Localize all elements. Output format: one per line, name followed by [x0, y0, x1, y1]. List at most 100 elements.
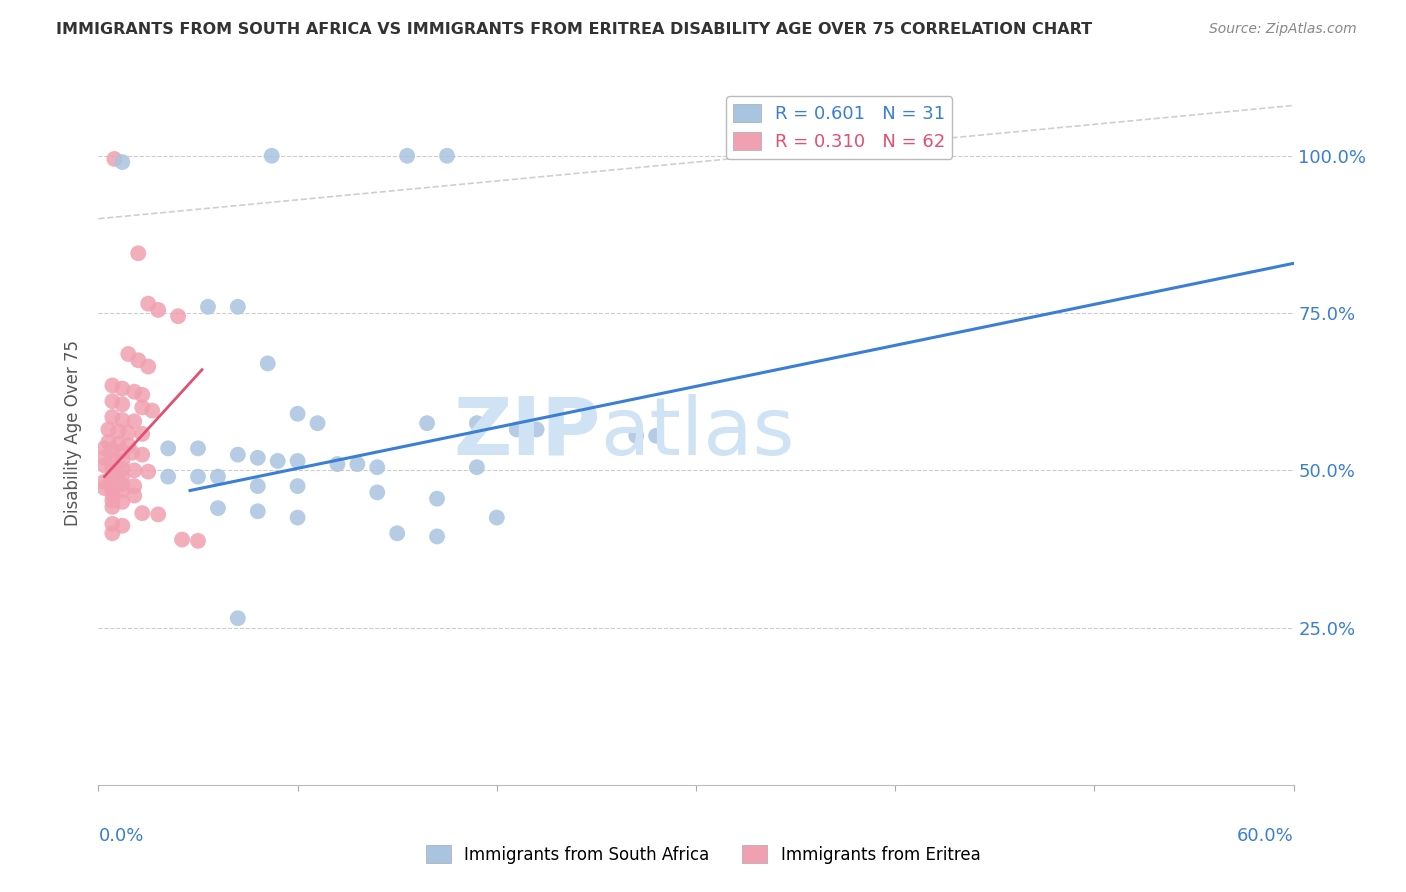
Point [136, 359, 159, 374]
Point [93, 475, 115, 489]
Point [226, 448, 249, 462]
Point [93, 450, 115, 465]
Point [93, 481, 115, 495]
Point [124, 489, 146, 503]
Point [256, 356, 278, 370]
Point [107, 437, 129, 451]
Point [101, 493, 124, 508]
Point [93, 442, 115, 456]
Point [645, 429, 668, 443]
Point [117, 425, 139, 440]
Text: IMMIGRANTS FROM SOUTH AFRICA VS IMMIGRANTS FROM ERITREA DISABILITY AGE OVER 75 C: IMMIGRANTS FROM SOUTH AFRICA VS IMMIGRAN… [56, 22, 1092, 37]
Point [287, 479, 309, 493]
Point [111, 382, 134, 396]
Point [187, 533, 209, 548]
Text: 0.0%: 0.0% [98, 827, 143, 846]
Point [148, 508, 170, 522]
Point [111, 483, 134, 498]
Point [197, 300, 219, 314]
Text: ZIP: ZIP [453, 393, 600, 472]
Point [111, 454, 134, 468]
Point [97, 435, 120, 450]
Point [124, 414, 146, 428]
Point [246, 504, 269, 518]
Text: Source: ZipAtlas.com: Source: ZipAtlas.com [1209, 22, 1357, 37]
Point [131, 426, 153, 441]
Point [287, 454, 309, 468]
Point [107, 425, 129, 439]
Point [117, 438, 139, 452]
Point [167, 310, 190, 324]
Point [101, 516, 124, 531]
Point [506, 422, 529, 436]
Point [101, 475, 124, 490]
Point [131, 506, 153, 520]
Point [101, 452, 124, 467]
Point [103, 152, 125, 166]
Point [111, 469, 134, 483]
Point [136, 296, 159, 310]
Point [101, 460, 124, 475]
Point [101, 409, 124, 424]
Point [187, 469, 209, 483]
Y-axis label: Disability Age Over 75: Disability Age Over 75 [65, 340, 83, 525]
Point [267, 454, 290, 468]
Point [307, 416, 329, 430]
Legend: Immigrants from South Africa, Immigrants from Eritrea: Immigrants from South Africa, Immigrants… [419, 838, 987, 871]
Point [124, 463, 146, 477]
Point [465, 460, 488, 475]
Point [101, 500, 124, 514]
Point [117, 347, 139, 361]
Point [141, 403, 163, 417]
Legend: R = 0.601   N = 31, R = 0.310   N = 62: R = 0.601 N = 31, R = 0.310 N = 62 [727, 96, 952, 159]
Point [131, 388, 153, 402]
Point [121, 446, 143, 460]
Point [346, 457, 368, 471]
Point [101, 443, 124, 458]
Point [207, 501, 229, 516]
Point [172, 533, 194, 547]
Point [157, 469, 180, 483]
Point [111, 444, 134, 458]
Point [385, 526, 409, 541]
Point [101, 482, 124, 496]
Point [246, 450, 269, 465]
Point [148, 302, 170, 317]
Point [246, 479, 269, 493]
Text: atlas: atlas [600, 393, 794, 472]
Point [111, 495, 134, 509]
Point [626, 429, 648, 443]
Point [260, 149, 283, 163]
Text: 60.0%: 60.0% [1237, 827, 1294, 846]
Point [436, 149, 458, 163]
Point [287, 407, 309, 421]
Point [127, 353, 149, 368]
Point [396, 149, 419, 163]
Point [485, 510, 508, 524]
Point [124, 479, 146, 493]
Point [111, 397, 134, 411]
Point [426, 491, 449, 506]
Point [101, 378, 124, 392]
Point [226, 300, 249, 314]
Point [111, 477, 134, 491]
Point [111, 462, 134, 476]
Point [97, 422, 120, 436]
Point [157, 442, 180, 456]
Point [131, 448, 153, 462]
Point [101, 526, 124, 541]
Point [366, 485, 388, 500]
Point [226, 611, 249, 625]
Point [326, 457, 349, 471]
Point [101, 468, 124, 483]
Point [465, 416, 488, 430]
Point [426, 529, 449, 543]
Point [111, 413, 134, 427]
Point [101, 394, 124, 409]
Point [136, 465, 159, 479]
Point [131, 401, 153, 415]
Point [93, 458, 115, 473]
Point [366, 460, 388, 475]
Point [526, 422, 548, 436]
Point [111, 155, 134, 169]
